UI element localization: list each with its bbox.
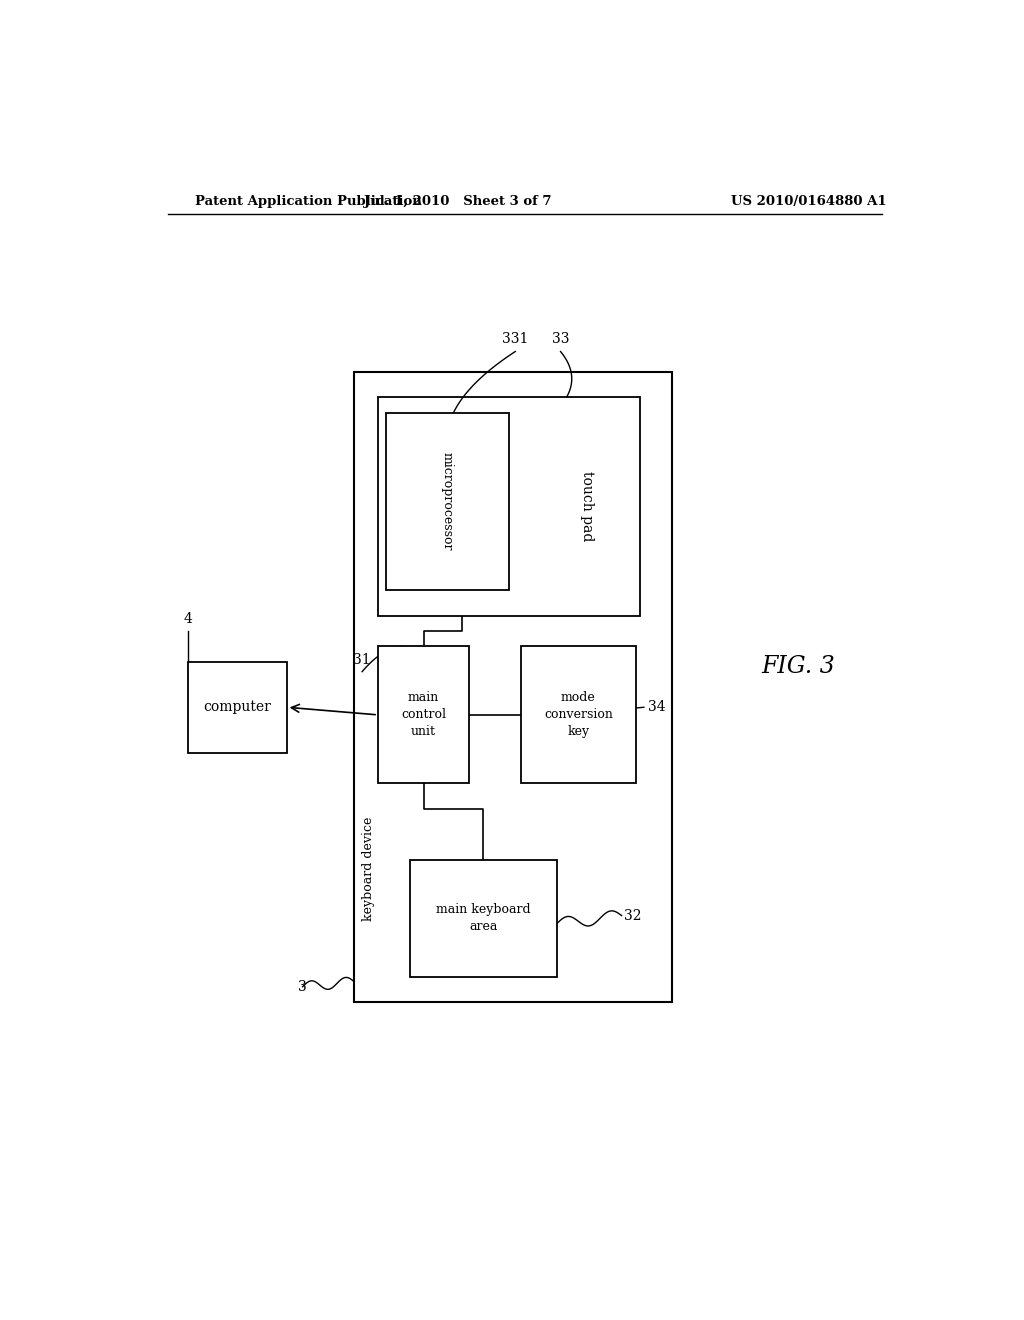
Text: main keyboard
area: main keyboard area — [436, 903, 530, 933]
Text: touch pad: touch pad — [581, 471, 595, 541]
Bar — [187, 661, 287, 752]
Bar — [521, 647, 636, 784]
Text: 34: 34 — [648, 700, 666, 714]
Text: computer: computer — [203, 700, 271, 714]
Text: microprocessor: microprocessor — [441, 453, 454, 550]
Text: 331: 331 — [502, 333, 528, 346]
Text: 4: 4 — [183, 612, 191, 626]
Bar — [410, 859, 557, 977]
Bar — [378, 397, 640, 615]
Text: FIG. 3: FIG. 3 — [762, 655, 836, 678]
Text: 3: 3 — [298, 979, 307, 994]
Text: Jul. 1, 2010   Sheet 3 of 7: Jul. 1, 2010 Sheet 3 of 7 — [364, 194, 551, 207]
Bar — [378, 647, 469, 784]
Text: US 2010/0164880 A1: US 2010/0164880 A1 — [731, 194, 887, 207]
Text: 33: 33 — [552, 333, 569, 346]
Bar — [386, 413, 509, 590]
Text: 31: 31 — [353, 652, 371, 667]
Text: mode
conversion
key: mode conversion key — [544, 692, 612, 738]
Bar — [354, 372, 672, 1002]
Text: main
control
unit: main control unit — [401, 692, 446, 738]
Text: keyboard device: keyboard device — [361, 816, 375, 921]
Text: Patent Application Publication: Patent Application Publication — [196, 194, 422, 207]
Text: 32: 32 — [624, 908, 641, 923]
